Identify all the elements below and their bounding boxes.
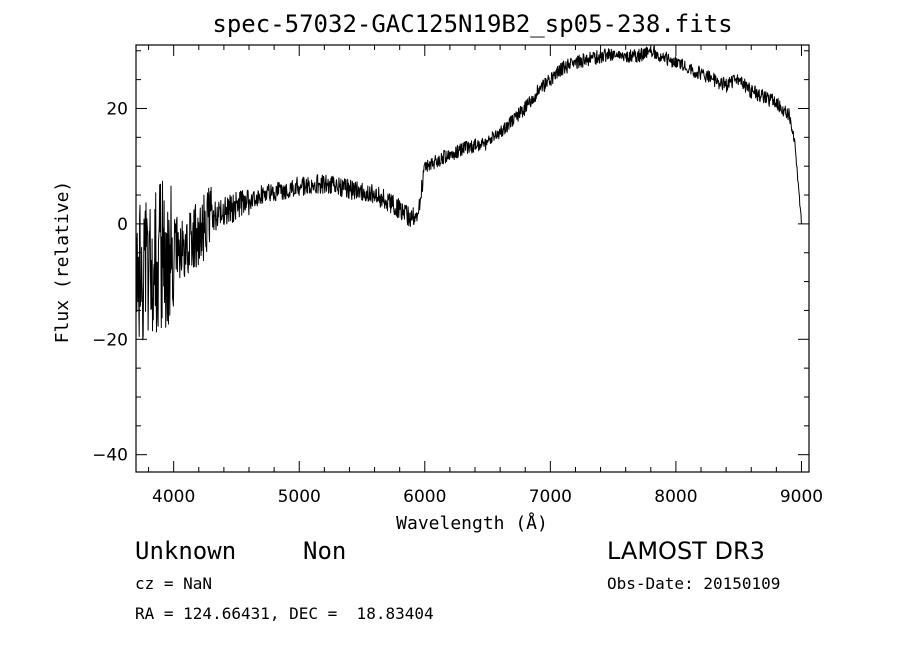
survey-name: LAMOST DR3 (607, 537, 765, 565)
plot-frame (135, 44, 810, 473)
y-axis-label: Flux (relative) (52, 181, 73, 344)
x-tick-label: 5000 (278, 487, 321, 507)
plot-border (135, 44, 810, 473)
y-tick-label: 0 (117, 215, 128, 235)
ra-dec-coordinates: RA = 124.66431, DEC = 18.83404 (135, 604, 434, 623)
object-class: Unknown (135, 537, 237, 565)
y-tick-label: −40 (92, 446, 128, 466)
spectrum-series (135, 45, 802, 341)
x-tick-label: 9000 (780, 487, 823, 507)
observation-date: Obs-Date: 20150109 (607, 574, 781, 593)
x-tick-label: 7000 (529, 487, 572, 507)
redshift-cz: cz = NaN (135, 574, 213, 593)
x-tick-label: 4000 (152, 487, 195, 507)
axis-tick-labels: 4000 5000 6000 7000 8000 9000 −40 −20 0 20 (92, 99, 823, 507)
spectrum-line (135, 45, 802, 341)
x-tick-label: 8000 (654, 487, 697, 507)
x-tick-label: 6000 (403, 487, 446, 507)
x-axis-label: Wavelength (Å) (396, 512, 548, 534)
y-tick-label: −20 (92, 330, 128, 350)
axis-ticks (136, 45, 809, 472)
object-subclass: Non (303, 537, 347, 565)
y-tick-label: 20 (106, 99, 128, 119)
chart-title: spec-57032-GAC125N19B2_sp05-238.fits (212, 10, 733, 38)
